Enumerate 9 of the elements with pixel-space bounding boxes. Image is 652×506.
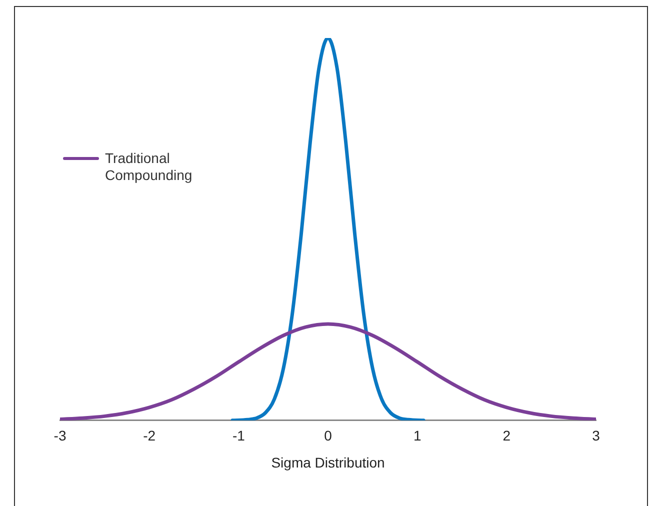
x-tick-label: 0	[324, 428, 332, 444]
x-tick-label: -3	[54, 428, 66, 444]
legend-label: Traditional Compounding	[105, 150, 194, 184]
x-axis-title: Sigma Distribution	[271, 454, 385, 470]
x-tick-label: 2	[502, 428, 511, 444]
x-tick-label: -1	[232, 428, 246, 444]
x-tick-label: 1	[413, 428, 422, 444]
x-tick-label: 3	[592, 428, 600, 444]
x-tick-label: -2	[143, 428, 156, 444]
